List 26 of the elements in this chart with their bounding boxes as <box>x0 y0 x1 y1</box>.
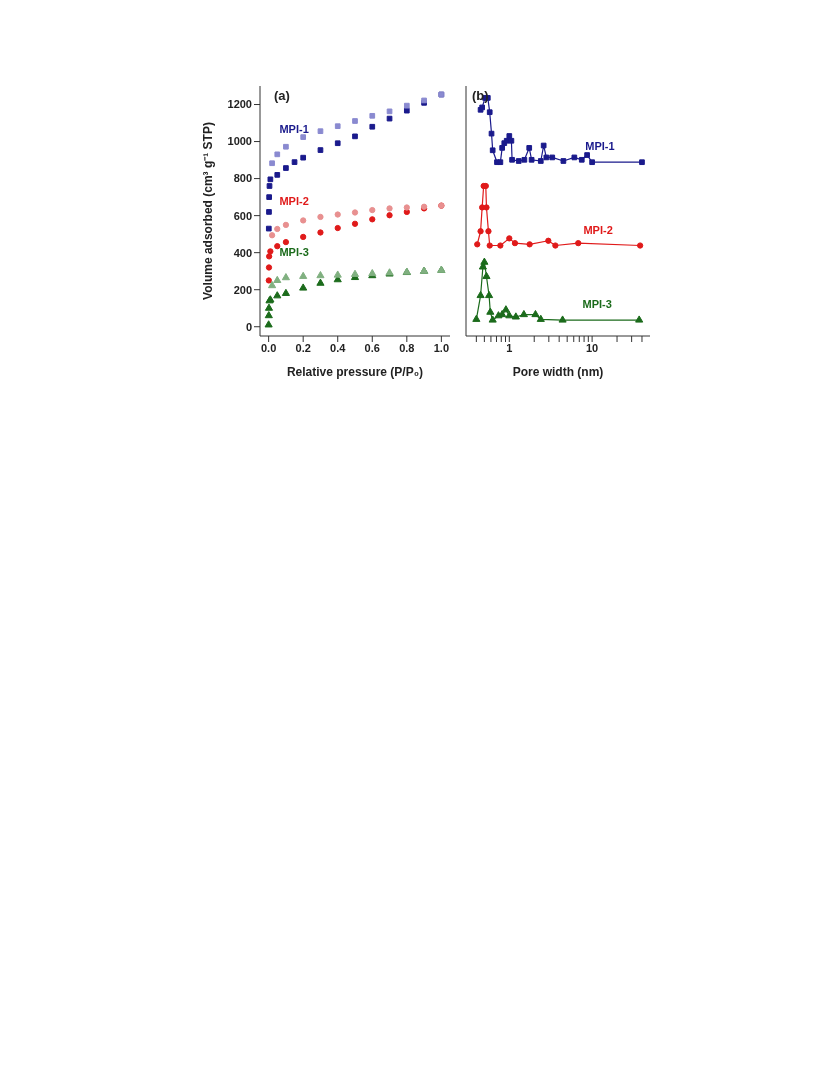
annotation: MPI-1 <box>585 140 615 153</box>
x-tick-label: 1 <box>506 341 513 354</box>
y-axis-title: Volume adsorbed (cm³ g⁻¹ STP) <box>201 122 216 300</box>
annotation: MPI-2 <box>583 223 613 236</box>
annotation: MPI-3 <box>582 298 612 311</box>
x-tick-label: 0.6 <box>364 341 380 354</box>
x-tick-label: 1.0 <box>433 341 450 354</box>
y-tick-label: 0 <box>245 320 252 333</box>
y-tick-label: 1000 <box>227 135 252 148</box>
annotation: MPI-1 <box>279 123 309 136</box>
y-tick-label: 1200 <box>227 98 252 111</box>
y-tick-label: 200 <box>233 283 252 296</box>
chart-title: (a) <box>274 88 290 103</box>
chart-title: (b) <box>472 88 489 103</box>
x-tick-label: 0.2 <box>295 341 311 354</box>
x-axis-title: Pore width (nm) <box>512 365 604 379</box>
annotation: MPI-2 <box>279 195 309 208</box>
x-tick-label: 0.4 <box>330 341 347 354</box>
y-tick-label: 400 <box>233 246 252 259</box>
x-tick-label: 0.8 <box>399 341 415 354</box>
x-tick-label: 0.0 <box>260 341 277 354</box>
annotation: MPI-3 <box>279 245 309 258</box>
y-tick-label: 800 <box>233 172 252 185</box>
x-tick-label: 10 <box>585 341 599 354</box>
y-tick-label: 600 <box>233 209 252 222</box>
x-axis-title: Relative pressure (P/P₀) <box>286 365 424 379</box>
